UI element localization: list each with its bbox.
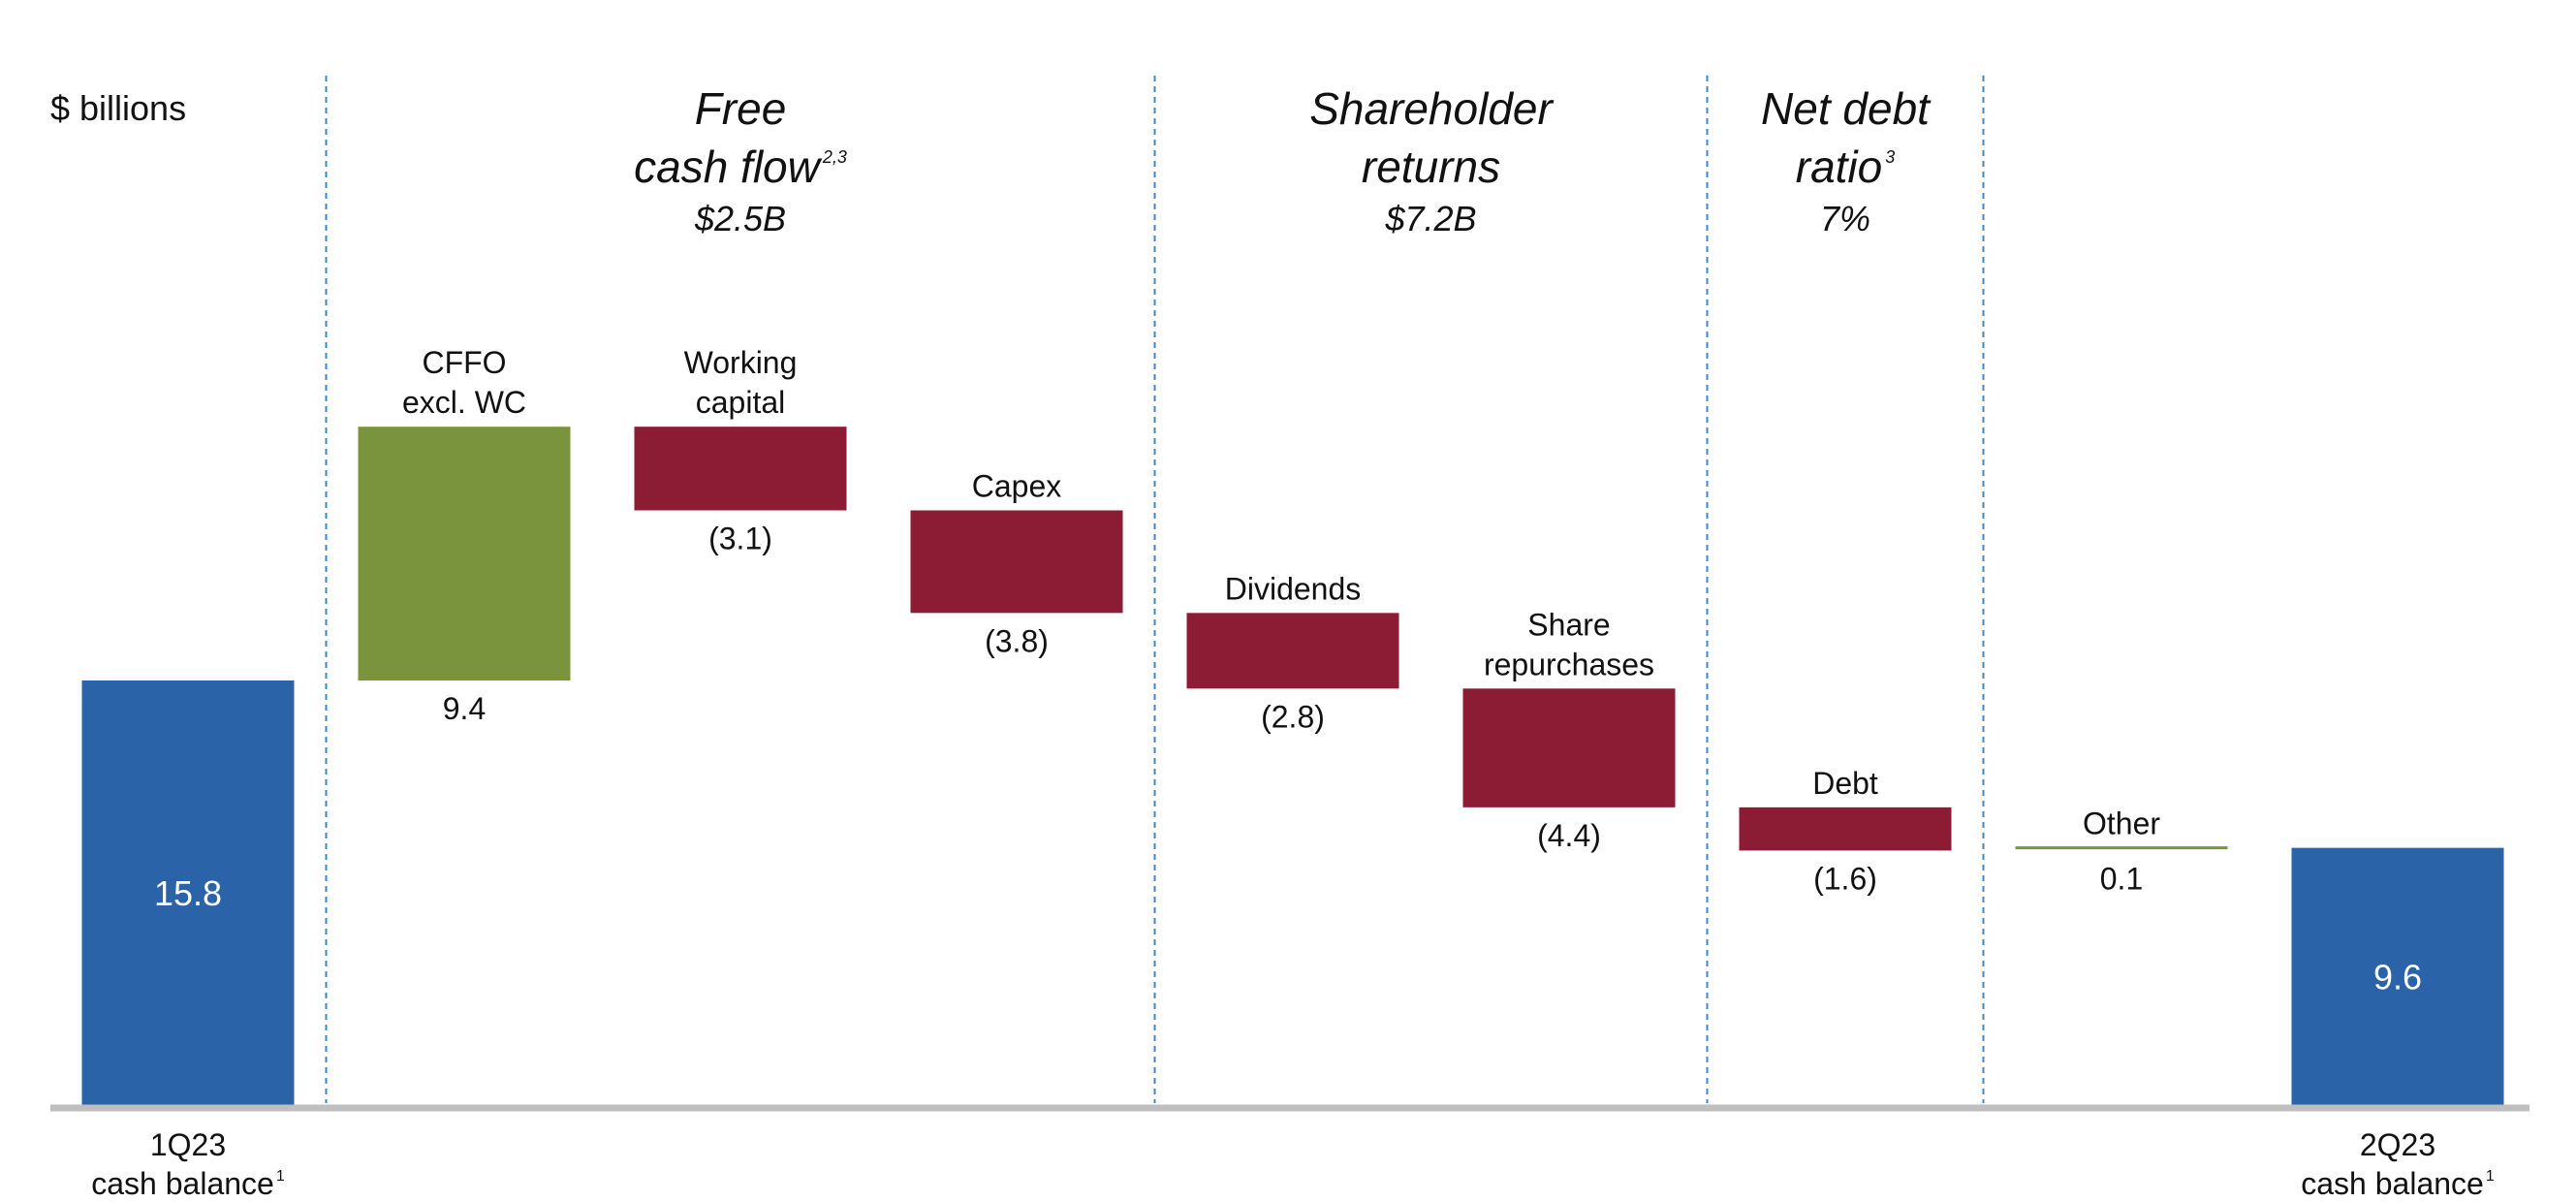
category-label: Working bbox=[684, 345, 798, 380]
bar-group-other: Other 0.1 bbox=[2015, 807, 2228, 896]
data-label: (3.8) bbox=[985, 623, 1049, 658]
bar-group-cffo: CFFO excl. WC 9.4 bbox=[358, 345, 571, 726]
section-title-line: Net debt bbox=[1761, 83, 1932, 134]
section-subtitle: 7% bbox=[1820, 199, 1870, 238]
footnote-superscript: 1 bbox=[2486, 1168, 2495, 1185]
category-label: Other bbox=[2083, 807, 2160, 841]
section-title-line: Shareholder bbox=[1309, 83, 1554, 134]
category-label: repurchases bbox=[1484, 647, 1654, 681]
bar-group-capex: Capex (3.8) bbox=[910, 469, 1123, 658]
data-label: (3.1) bbox=[708, 522, 772, 556]
section-subtitle: $2.5B bbox=[694, 199, 786, 238]
data-label: 9.4 bbox=[443, 691, 486, 726]
bar-repurchases bbox=[1462, 688, 1676, 807]
bar-group-debt: Debt (1.6) bbox=[1739, 766, 1952, 896]
data-label: 0.1 bbox=[2100, 861, 2143, 896]
bar-dividends bbox=[1186, 613, 1399, 689]
category-label: CFFO bbox=[422, 345, 506, 380]
bar-group-wc: Working capital (3.1) bbox=[634, 345, 847, 556]
data-label: (2.8) bbox=[1261, 699, 1325, 734]
bar-group-repurchases: Share repurchases (4.4) bbox=[1462, 607, 1676, 853]
data-label: (4.4) bbox=[1537, 818, 1601, 853]
x-tick-label: cash balance 1 bbox=[2301, 1166, 2495, 1201]
category-label: excl. WC bbox=[402, 385, 526, 420]
bar-group-dividends: Dividends (2.8) bbox=[1186, 571, 1399, 734]
x-tick-label: cash balance 1 bbox=[91, 1166, 285, 1201]
section-header: Net debt ratio 3 7% bbox=[1761, 83, 1932, 238]
section-title-line: returns bbox=[1362, 142, 1500, 192]
unit-label: $ billions bbox=[50, 88, 186, 128]
section-header: Shareholder returns $7.2B bbox=[1309, 83, 1554, 238]
footnote-superscript: 2,3 bbox=[822, 147, 847, 167]
category-label: Debt bbox=[1812, 766, 1878, 801]
bar-group-start: 15.8 1Q23 cash balance 1 bbox=[81, 680, 295, 1201]
category-label: capital bbox=[696, 385, 786, 420]
category-label: Share bbox=[1527, 607, 1610, 642]
bar-wc bbox=[634, 427, 847, 511]
section-header: Free cash flow 2,3 $2.5B bbox=[634, 83, 847, 238]
data-label: 15.8 bbox=[154, 873, 222, 913]
category-label: Capex bbox=[972, 469, 1062, 504]
data-label: (1.6) bbox=[1813, 861, 1877, 896]
bar-group-end: 9.6 2Q23 cash balance 1 bbox=[2291, 847, 2504, 1201]
category-label: Dividends bbox=[1225, 571, 1362, 606]
section-title-line: Free bbox=[695, 83, 787, 134]
bar-debt bbox=[1739, 807, 1952, 851]
footnote-superscript: 3 bbox=[1885, 147, 1895, 167]
bar-end bbox=[2291, 847, 2504, 1107]
bar-start bbox=[81, 680, 295, 1107]
data-label: 9.6 bbox=[2373, 957, 2422, 996]
bar-cffo bbox=[358, 427, 571, 680]
x-tick-label: 2Q23 bbox=[2360, 1127, 2435, 1162]
footnote-superscript: 1 bbox=[276, 1168, 285, 1185]
section-subtitle: $7.2B bbox=[1384, 199, 1476, 238]
bar-capex bbox=[910, 510, 1123, 614]
section-title-line: cash flow 2,3 bbox=[634, 142, 847, 192]
x-tick-label: 1Q23 bbox=[150, 1127, 226, 1162]
section-title-line: ratio 3 bbox=[1796, 142, 1896, 192]
